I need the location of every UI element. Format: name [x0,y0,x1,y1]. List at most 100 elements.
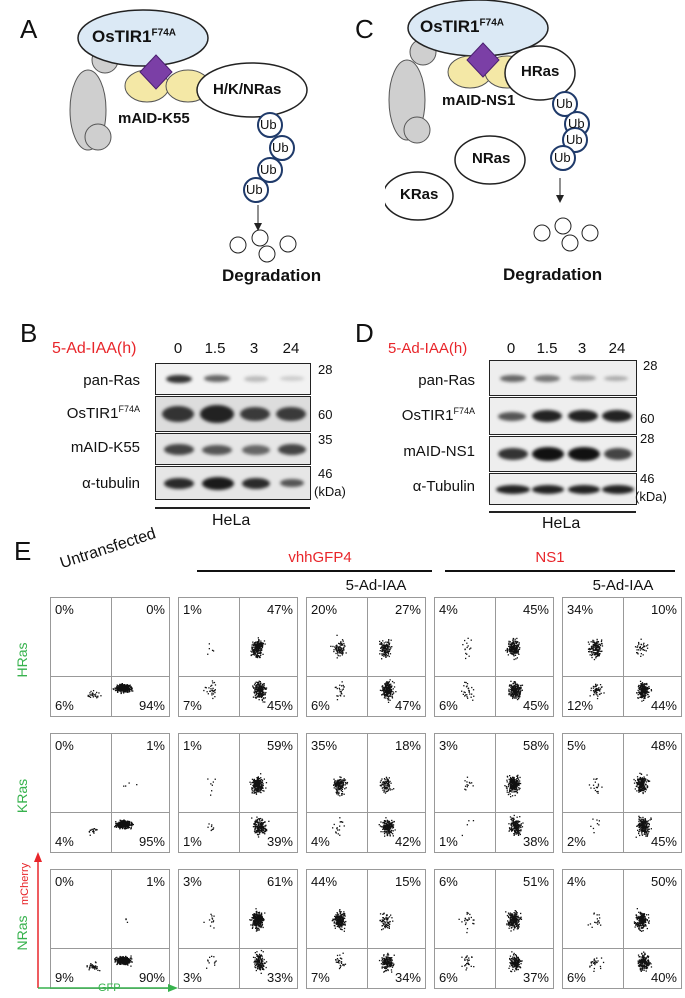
event-dot [636,649,638,651]
event-dot [257,682,259,684]
event-dot [643,683,645,685]
event-dot [261,967,263,969]
event-dot [468,820,470,822]
event-dot [641,700,643,702]
event-dot [339,784,341,787]
event-dot [258,825,260,827]
row-label-kras: KRas [14,778,30,814]
event-dot [510,680,512,682]
event-dot [510,785,512,787]
event-dot [259,785,261,788]
event-dot [597,688,600,690]
event-dot [389,787,391,790]
event-dot [121,827,124,830]
row-label: OsTIR1F74A [66,404,140,422]
event-dot [263,825,265,827]
event-dot [262,787,264,789]
event-dot [516,688,518,690]
event-dot [515,821,517,823]
event-dot [252,641,254,643]
event-dot [594,653,596,655]
event-dot [336,827,338,829]
event-dot [384,690,387,692]
event-dot [116,824,118,826]
event-dot [120,822,122,824]
event-dot [256,655,258,657]
event-dot [114,687,116,689]
event-dot [253,649,255,651]
event-dot [122,691,124,693]
ub-circle [550,145,576,171]
event-dot [511,782,514,785]
event-dot [506,779,508,781]
event-dot [645,781,648,783]
event-dot [385,644,387,646]
event-dot [334,780,336,782]
event-dot [128,823,130,825]
event-dot [261,691,263,693]
quadrant-line [239,598,240,716]
event-dot [256,786,258,788]
event-dot [124,822,126,824]
event-dot [114,825,117,827]
event-dot [265,687,268,689]
event-dot [648,687,650,689]
event-dot [262,783,264,785]
event-dot [92,830,94,833]
row-label: pan-Ras [418,372,475,389]
event-dot [255,826,257,828]
event-dot [258,646,260,648]
event-dot [639,649,642,651]
event-dot [126,963,128,966]
panel-letter-e: E [14,536,32,566]
event-dot [515,779,517,781]
quadrant-line [51,812,169,813]
event-dot [92,690,95,692]
event-dot [258,694,260,697]
event-dot [469,693,471,695]
event-dot [389,684,391,687]
event-dot [506,647,508,650]
event-dot [262,830,265,832]
event-dot [596,645,598,647]
event-dot [509,784,511,786]
marker-label: 28 [643,358,658,373]
event-dot [255,656,257,658]
event-dot [513,693,515,695]
event-dot [254,688,256,690]
event-dot [638,831,640,833]
scatter-cloud [203,637,268,703]
event-dot [382,781,384,783]
event-dot [638,687,640,689]
event-dot [512,697,514,700]
event-dot [257,784,259,786]
event-dot [388,640,390,642]
event-dot [514,830,517,833]
event-dot [508,830,510,832]
event-dot [640,643,642,646]
event-dot [508,692,510,695]
event-dot [466,642,468,644]
event-dot [518,642,520,644]
event-dot [642,825,644,827]
scatter-cloud [86,918,133,972]
event-dot [119,826,121,828]
event-dot [640,824,642,826]
event-dot [259,784,261,786]
event-dot [339,825,341,827]
event-dot [639,696,641,698]
event-dot [124,960,126,962]
event-dot [592,685,595,688]
event-dot [383,790,386,792]
event-dot [393,788,395,790]
lane-label: 24 [608,340,626,357]
event-dot [591,654,593,657]
marker-label: 28 [318,362,333,377]
event-dot [641,682,644,684]
event-dot [513,823,515,825]
event-dot [383,642,385,644]
event-dot [381,784,383,786]
event-dot [343,649,345,651]
event-dot [600,650,602,653]
event-dot [88,695,90,698]
